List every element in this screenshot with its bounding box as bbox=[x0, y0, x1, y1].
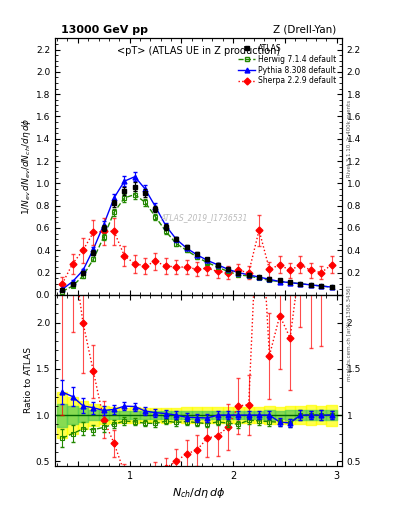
Bar bbox=[99, 411, 109, 420]
Bar bbox=[202, 411, 213, 419]
Bar bbox=[182, 408, 192, 423]
Bar bbox=[213, 411, 223, 419]
Bar bbox=[233, 407, 244, 423]
Bar bbox=[244, 407, 254, 423]
Bar bbox=[119, 408, 130, 422]
X-axis label: $N_{ch}/d\eta\,d\phi$: $N_{ch}/d\eta\,d\phi$ bbox=[172, 486, 225, 500]
Bar bbox=[316, 406, 326, 424]
Bar bbox=[264, 406, 275, 424]
Bar bbox=[295, 411, 306, 420]
Bar bbox=[182, 411, 192, 419]
Bar bbox=[233, 411, 244, 419]
Bar bbox=[223, 407, 233, 423]
Bar bbox=[254, 407, 264, 423]
Bar bbox=[119, 411, 130, 419]
Bar bbox=[78, 401, 88, 429]
Bar bbox=[326, 404, 337, 425]
Bar bbox=[57, 392, 68, 438]
Bar bbox=[171, 408, 182, 422]
Bar bbox=[316, 411, 326, 420]
Legend: ATLAS, Herwig 7.1.4 default, Pythia 8.308 default, Sherpa 2.2.9 default: ATLAS, Herwig 7.1.4 default, Pythia 8.30… bbox=[237, 42, 338, 87]
Bar bbox=[140, 412, 150, 419]
Bar bbox=[68, 406, 78, 424]
Bar bbox=[192, 411, 202, 419]
Bar bbox=[140, 408, 150, 422]
Bar bbox=[192, 407, 202, 423]
Bar bbox=[150, 412, 161, 419]
Bar bbox=[213, 407, 223, 423]
Bar bbox=[275, 407, 285, 423]
Bar bbox=[285, 411, 295, 420]
Bar bbox=[161, 408, 171, 423]
Text: mcplots.cern.ch [arXiv:1306.3436]: mcplots.cern.ch [arXiv:1306.3436] bbox=[347, 285, 352, 380]
Bar bbox=[109, 407, 119, 423]
Bar bbox=[130, 408, 140, 423]
Text: Z (Drell-Yan): Z (Drell-Yan) bbox=[273, 25, 336, 34]
Bar bbox=[306, 405, 316, 425]
Bar bbox=[150, 408, 161, 422]
Bar bbox=[306, 410, 316, 420]
Bar bbox=[88, 410, 99, 420]
Bar bbox=[68, 397, 78, 434]
Text: <pT> (ATLAS UE in Z production): <pT> (ATLAS UE in Z production) bbox=[117, 46, 280, 56]
Bar bbox=[88, 404, 99, 426]
Bar bbox=[99, 406, 109, 424]
Bar bbox=[285, 406, 295, 424]
Text: Rivet 3.1.10, ≥ 400k events: Rivet 3.1.10, ≥ 400k events bbox=[347, 100, 352, 177]
Bar bbox=[171, 411, 182, 419]
Y-axis label: $1/N_{ev}\,dN_{ev}/dN_{ch}/d\eta\,d\phi$: $1/N_{ev}\,dN_{ev}/dN_{ch}/d\eta\,d\phi$ bbox=[20, 118, 33, 216]
Text: ATLAS_2019_I1736531: ATLAS_2019_I1736531 bbox=[160, 214, 248, 222]
Bar bbox=[275, 411, 285, 419]
Bar bbox=[326, 410, 337, 420]
Bar bbox=[130, 411, 140, 419]
Text: 13000 GeV pp: 13000 GeV pp bbox=[61, 25, 148, 34]
Y-axis label: Ratio to ATLAS: Ratio to ATLAS bbox=[24, 348, 33, 413]
Bar bbox=[223, 411, 233, 419]
Bar bbox=[254, 411, 264, 419]
Bar bbox=[78, 408, 88, 422]
Bar bbox=[295, 406, 306, 424]
Bar bbox=[264, 411, 275, 420]
Bar bbox=[244, 411, 254, 419]
Bar bbox=[161, 411, 171, 419]
Bar bbox=[109, 411, 119, 419]
Bar bbox=[202, 407, 213, 423]
Bar bbox=[57, 403, 68, 426]
